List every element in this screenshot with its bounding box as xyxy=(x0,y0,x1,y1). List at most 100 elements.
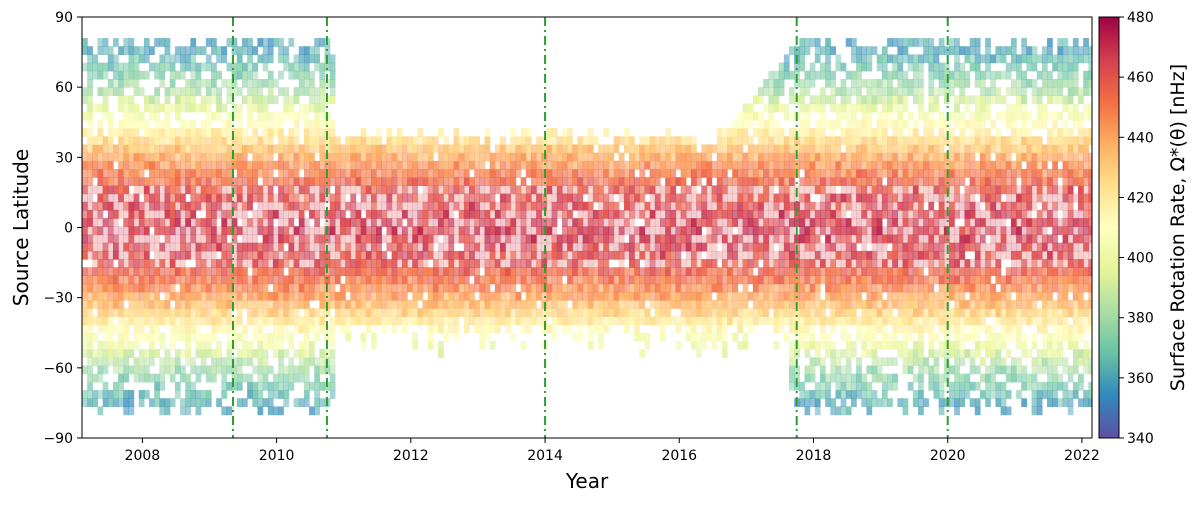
heatmap-cell xyxy=(515,160,522,170)
heatmap-cell xyxy=(226,78,233,88)
heatmap-cell xyxy=(716,144,723,154)
heatmap-cell xyxy=(324,193,331,203)
heatmap-cell xyxy=(649,234,656,244)
heatmap-cell xyxy=(143,349,150,358)
heatmap-cell xyxy=(443,234,450,244)
heatmap-cell xyxy=(154,177,161,186)
heatmap-cell xyxy=(618,209,625,219)
heatmap-cell xyxy=(721,169,728,178)
heatmap-cell xyxy=(278,250,284,260)
heatmap-cell xyxy=(226,291,233,301)
heatmap-cell xyxy=(272,390,279,399)
heatmap-cell xyxy=(303,234,310,244)
heatmap-cell xyxy=(278,185,284,195)
heatmap-cell xyxy=(195,193,202,203)
heatmap-cell xyxy=(649,283,656,293)
heatmap-cell xyxy=(350,201,357,211)
heatmap-cell xyxy=(262,259,269,268)
heatmap-cell xyxy=(221,78,228,88)
heatmap-cell xyxy=(216,209,222,219)
heatmap-cell xyxy=(257,226,264,236)
heatmap-cell xyxy=(123,38,130,47)
heatmap-cell xyxy=(887,250,893,260)
heatmap-cell xyxy=(247,46,253,56)
heatmap-cell xyxy=(314,365,320,375)
heatmap-cell xyxy=(577,209,584,219)
heatmap-cell xyxy=(365,209,372,219)
heatmap-cell xyxy=(123,250,130,260)
heatmap-cell xyxy=(881,193,888,203)
heatmap-cell xyxy=(871,218,878,227)
heatmap-cell xyxy=(830,275,837,285)
heatmap-cell xyxy=(123,226,130,236)
heatmap-cell xyxy=(881,46,888,56)
heatmap-cell xyxy=(474,209,480,219)
heatmap-cell xyxy=(623,128,630,137)
heatmap-cell xyxy=(226,242,233,252)
heatmap-cell xyxy=(314,185,320,195)
heatmap-cell xyxy=(226,340,233,350)
heatmap-cell xyxy=(561,193,568,203)
heatmap-cell xyxy=(200,201,207,211)
heatmap-cell xyxy=(143,291,150,301)
heatmap-cell xyxy=(768,267,775,277)
heatmap-cell xyxy=(500,234,506,244)
heatmap-cell xyxy=(164,95,171,105)
heatmap-cell xyxy=(87,152,93,162)
heatmap-cell xyxy=(118,300,124,309)
heatmap-cell xyxy=(355,144,362,154)
heatmap-cell xyxy=(463,234,470,244)
heatmap-cell xyxy=(345,283,351,293)
heatmap-cell xyxy=(623,242,630,252)
heatmap-cell xyxy=(510,250,517,260)
heatmap-cell xyxy=(123,46,130,56)
heatmap-cell xyxy=(365,283,372,293)
heatmap-cell xyxy=(856,193,862,203)
heatmap-cell xyxy=(288,128,295,137)
heatmap-cell xyxy=(742,201,749,211)
heatmap-cell xyxy=(303,119,310,129)
heatmap-cell xyxy=(371,300,377,309)
heatmap-cell xyxy=(463,160,470,170)
heatmap-cell xyxy=(267,160,274,170)
heatmap-cell xyxy=(396,259,403,268)
heatmap-cell xyxy=(897,169,904,178)
heatmap-cell xyxy=(773,103,780,113)
heatmap-cell xyxy=(660,267,666,277)
heatmap-cell xyxy=(649,242,656,252)
heatmap-cell xyxy=(577,169,584,178)
heatmap-cell xyxy=(670,160,677,170)
heatmap-cell xyxy=(902,152,909,162)
heatmap-cell xyxy=(520,275,527,285)
heatmap-cell xyxy=(742,291,749,301)
heatmap-cell xyxy=(484,283,491,293)
heatmap-cell xyxy=(267,242,274,252)
heatmap-cell xyxy=(458,144,465,154)
heatmap-cell xyxy=(469,136,475,146)
heatmap-cell xyxy=(257,390,264,399)
heatmap-cell xyxy=(907,38,914,47)
heatmap-cell xyxy=(272,381,279,391)
heatmap-cell xyxy=(159,201,166,211)
heatmap-cell xyxy=(303,177,310,186)
heatmap-cell xyxy=(912,349,919,358)
heatmap-cell xyxy=(97,390,104,399)
heatmap-cell xyxy=(169,267,176,277)
heatmap-cell xyxy=(716,185,723,195)
heatmap-cell xyxy=(82,169,88,178)
heatmap-cell xyxy=(752,201,759,211)
heatmap-cell xyxy=(107,275,114,285)
heatmap-cell xyxy=(892,160,898,170)
heatmap-cell xyxy=(200,357,207,367)
heatmap-cell xyxy=(598,177,604,186)
heatmap-cell xyxy=(360,152,367,162)
heatmap-cell xyxy=(685,185,692,195)
heatmap-cell xyxy=(701,144,708,154)
heatmap-cell xyxy=(334,169,341,178)
heatmap-cell xyxy=(293,316,300,326)
heatmap-cell xyxy=(474,136,480,146)
heatmap-cell xyxy=(500,300,506,309)
heatmap-cell xyxy=(763,193,769,203)
heatmap-cell xyxy=(262,152,269,162)
heatmap-cell xyxy=(856,275,862,285)
